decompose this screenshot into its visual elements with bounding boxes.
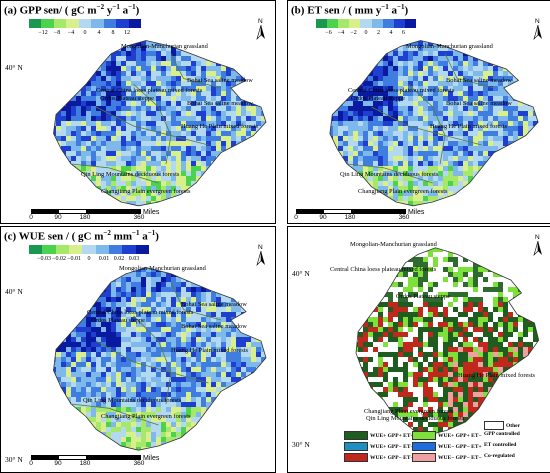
ecoregion-label: Qin Ling Mountains deciduous forests	[83, 397, 181, 404]
legend-label: WUE+ GPP− ET−	[370, 455, 414, 461]
legend-label: WUE− GPP− ET−	[438, 455, 482, 461]
scale-tick-label: 90	[319, 214, 326, 221]
legend-label: WUE+ GPP− ET−	[370, 444, 414, 450]
north-arrow-icon: N	[530, 235, 546, 257]
ecoregion-label: Central China loess plateau mixed forest…	[330, 266, 436, 273]
ecoregion-label: Ordos Plateau steppe	[100, 95, 154, 102]
lat-label-40: 40° N	[292, 269, 310, 278]
ecoregion-label: Bohai Sea saline meadow	[446, 77, 512, 84]
ecoregion-label: Huang He Plain mixed forests	[171, 347, 248, 354]
ecoregion-label: Ordos Plateau steppe	[351, 95, 405, 102]
scale-unit: Miles	[408, 209, 424, 216]
ecoregion-label: Qin Ling Mountains deciduous forests	[366, 415, 464, 422]
legend-item-other: Other	[484, 421, 520, 430]
ecoregion-label: Bohai Sea saline meadow	[181, 301, 247, 308]
legend-label: Other	[506, 423, 520, 429]
ecoregion-label: Changjiang Plain evergreen forests	[101, 188, 191, 195]
legend-item: WUE+ GPP− ET−	[344, 453, 414, 462]
north-label: N	[258, 18, 263, 25]
legend-label: WUE− GPP− ET+	[438, 444, 482, 450]
legend-item: WUE+ GPP− ET−	[344, 442, 414, 451]
scale-tick-label: 90	[54, 460, 61, 467]
ecoregion-label: Changjiang Plain evergreen forests	[101, 413, 191, 420]
ecoregion-label: Central China loess plateau mixed forest…	[96, 87, 202, 94]
ecoregion-label: Ordos Plateau steppe	[396, 293, 450, 300]
legend-swatch	[412, 442, 436, 451]
ecoregion-label: Huang He Plain mixed forests	[430, 123, 507, 130]
scale-unit: Miles	[143, 455, 159, 462]
ecoregion-label: Changjiang Plain evergreen forests	[358, 188, 448, 195]
legend-swatch	[344, 453, 368, 462]
north-label: N	[535, 234, 540, 241]
north-label: N	[258, 244, 263, 251]
ecoregion-label: Mongolian-Manchurian grassland	[406, 43, 493, 50]
panel-controls: 40° N 30° N N WUE+ GPP+ ET+ WUE+ GPP+ ET−…	[287, 226, 550, 473]
scale-tick-label: 180	[345, 214, 356, 221]
scale-tick-label: 0	[29, 214, 33, 221]
legend-swatch	[344, 431, 368, 440]
legend-item: WUE− GPP− ET+	[412, 442, 482, 451]
ecoregion-label: Bohai Sea saline meadow	[446, 100, 512, 107]
scale-tick-label: 180	[80, 460, 91, 467]
ecoregion-label: Huang He Plain mixed forests	[181, 123, 258, 130]
lat-label-40: 40° N	[5, 63, 23, 72]
legend-group-label: ET controlled	[484, 442, 516, 448]
legend-label: WUE+ GPP+ ET+	[370, 433, 414, 439]
legend-group-label: GPP controlled	[484, 431, 520, 437]
legend-label: WUE+ GPP+ ET−	[438, 433, 482, 439]
scale-tick-label: 90	[54, 214, 61, 221]
legend-item: WUE− GPP− ET−	[412, 453, 482, 462]
legend-swatch	[412, 431, 436, 440]
ecoregion-label: Bohai Sea saline meadow	[181, 323, 247, 330]
scale-unit: Miles	[143, 209, 159, 216]
legend-item: WUE+ GPP+ ET+	[344, 431, 414, 440]
legend-swatch	[412, 453, 436, 462]
panel-wue-sen: (c) WUE sen / ( gC m−2 mm−1 a−1) −0.03−0…	[0, 226, 276, 473]
ecoregion-label: Ordos Plateau steppe	[91, 317, 145, 324]
legend-group-label: Co-regulated	[484, 453, 515, 459]
north-arrow-icon: N	[253, 245, 269, 267]
north-label: N	[535, 18, 540, 25]
lat-label-30: 30° N	[5, 455, 23, 464]
lat-label-30: 30° N	[292, 440, 310, 449]
category-legend: WUE+ GPP+ ET+ WUE+ GPP+ ET− WUE+ GPP− ET− W…	[344, 423, 549, 471]
ecoregion-label: Qin Ling Mountains deciduous forests	[81, 171, 179, 178]
ecoregion-label: Mongolian-Manchurian grassland	[121, 43, 208, 50]
ecoregion-label: Huang He Plain mixed forests	[458, 372, 535, 379]
north-arrow-icon: N	[253, 19, 269, 41]
scale-tick-label: 0	[29, 460, 33, 467]
legend-swatch	[484, 421, 504, 430]
north-arrow-icon: N	[530, 19, 546, 41]
lat-label-40: 40° N	[5, 287, 23, 296]
scale-tick-label: 180	[80, 214, 91, 221]
ecoregion-label: Bohai Sea saline meadow	[187, 100, 253, 107]
ecoregion-label: Central China loess plateau mixed forest…	[87, 309, 193, 316]
ecoregion-label: Changjiang Plain evergreen forests	[364, 408, 454, 415]
scale-tick-label: 0	[294, 214, 298, 221]
ecoregion-label: Mongolian-Manchurian grassland	[350, 241, 437, 248]
ecoregion-label: Bohai Sea saline meadow	[187, 77, 253, 84]
legend-item: WUE+ GPP+ ET−	[412, 431, 482, 440]
ecoregion-label: Mongolian-Manchurian grassland	[119, 265, 206, 272]
ecoregion-label: Central China loess plateau mixed forest…	[348, 87, 454, 94]
legend-swatch	[344, 442, 368, 451]
ecoregion-label: Qin Ling Mountains deciduous forests	[340, 171, 438, 178]
